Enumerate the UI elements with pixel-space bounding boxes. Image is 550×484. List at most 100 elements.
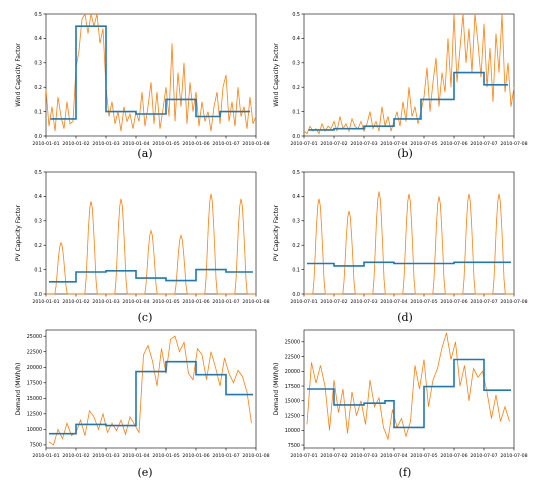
y-tick-label: 0.3: [292, 219, 300, 225]
x-tick-label: 2010-07-02: [320, 299, 347, 305]
panel-caption-f: (f): [398, 466, 412, 479]
y-tick-label: 0.4: [34, 36, 42, 42]
y-tick-label: 0.2: [292, 243, 300, 249]
pv-diurnal-series-line: [304, 191, 514, 295]
x-tick-label: 2010-07-04: [380, 299, 407, 305]
y-axis-label: Wind Capacity Factor: [273, 43, 280, 107]
x-tick-label: 2010-07-08: [500, 453, 527, 459]
daily-average-step-line: [49, 268, 253, 283]
x-tick-label: 2010-01-08: [242, 141, 269, 147]
y-tick-label: 10000: [27, 427, 42, 433]
x-tick-label: 2010-01-02: [62, 299, 89, 305]
chart-panel-5: 7500 10000 12500 15000 17500 20000 22500 25000 2…: [273, 329, 528, 459]
x-tick-label: 2010-01-04: [122, 141, 149, 147]
x-tick-label: 2010-01-03: [92, 453, 119, 459]
panel-caption-d: (d): [397, 311, 413, 324]
panel-caption-e: (e): [137, 466, 153, 479]
y-tick-label: 0.0: [292, 292, 300, 298]
x-tick-label: 2010-07-01: [290, 141, 317, 147]
x-tick-label: 2010-07-02: [320, 141, 347, 147]
x-tick-label: 2010-01-08: [242, 299, 269, 305]
hourly-series-line: [303, 13, 515, 135]
daily-average-step-line: [307, 261, 511, 267]
y-tick-label: 10000: [285, 428, 300, 434]
x-tick-label: 2010-01-05: [152, 141, 179, 147]
x-tick-label: 2010-07-01: [290, 299, 317, 305]
y-tick-label: 0.4: [34, 194, 42, 200]
y-tick-label: 0.0: [34, 292, 42, 298]
x-tick-label: 2010-01-07: [212, 453, 239, 459]
x-tick-label: 2010-01-04: [122, 299, 149, 305]
y-tick-label: 0.5: [34, 170, 42, 176]
x-tick-label: 2010-01-02: [62, 141, 89, 147]
daily-average-step-line: [50, 25, 250, 120]
daily-average-step-line: [308, 71, 508, 131]
y-tick-label: 0.0: [34, 134, 42, 140]
y-tick-label: 0.0: [292, 134, 300, 140]
y-tick-label: 20000: [27, 365, 42, 371]
x-tick-label: 2010-07-04: [380, 141, 407, 147]
x-tick-label: 2010-01-03: [92, 141, 119, 147]
y-tick-label: 12500: [285, 413, 300, 419]
x-tick-label: 2010-07-01: [290, 453, 317, 459]
y-tick-label: 0.5: [292, 12, 300, 18]
y-tick-label: 25000: [285, 340, 300, 346]
x-tick-label: 2010-01-01: [32, 141, 59, 147]
x-tick-label: 2010-07-02: [320, 453, 347, 459]
y-tick-label: 25000: [27, 334, 42, 340]
y-tick-label: 22500: [27, 350, 42, 356]
x-tick-label: 2010-07-08: [500, 299, 527, 305]
y-tick-label: 0.1: [34, 109, 42, 115]
plot-frame: [303, 171, 515, 295]
y-tick-label: 15000: [27, 396, 42, 402]
x-tick-label: 2010-07-06: [440, 299, 467, 305]
y-tick-label: 7500: [30, 443, 42, 449]
y-tick-label: 0.4: [292, 36, 300, 42]
y-axis-label: Wind Capacity Factor: [15, 43, 22, 107]
x-tick-label: 2010-01-06: [182, 453, 209, 459]
y-axis-label: Demand (MWh/h): [15, 363, 22, 416]
y-tick-label: 0.5: [292, 170, 300, 176]
plot-frame: [45, 171, 257, 295]
x-tick-label: 2010-07-05: [410, 299, 437, 305]
x-tick-label: 2010-07-06: [440, 453, 467, 459]
x-tick-label: 2010-01-08: [242, 453, 269, 459]
y-tick-label: 0.4: [292, 194, 300, 200]
x-tick-label: 2010-07-03: [350, 299, 377, 305]
hourly-series-line: [306, 332, 510, 441]
chart-panel-4: 7500 10000 12500 15000 17500 20000 22500 25000 2…: [15, 329, 270, 459]
y-tick-label: 0.5: [34, 12, 42, 18]
x-tick-label: 2010-07-03: [350, 141, 377, 147]
x-tick-label: 2010-07-04: [380, 453, 407, 459]
x-tick-label: 2010-01-05: [152, 453, 179, 459]
hourly-series-line: [48, 335, 252, 446]
x-tick-label: 2010-07-07: [470, 453, 497, 459]
x-tick-label: 2010-07-08: [500, 141, 527, 147]
plot-frame: [303, 13, 515, 137]
y-tick-label: 0.2: [34, 243, 42, 249]
x-tick-label: 2010-01-05: [152, 299, 179, 305]
panel-caption-a: (a): [137, 147, 153, 160]
x-tick-label: 2010-01-01: [32, 453, 59, 459]
x-tick-label: 2010-01-04: [122, 453, 149, 459]
y-tick-label: 0.3: [292, 61, 300, 67]
y-tick-label: 22500: [285, 354, 300, 360]
y-axis-label: PV Capacity Factor: [15, 204, 22, 261]
y-tick-label: 17500: [285, 384, 300, 390]
y-tick-label: 0.1: [34, 267, 42, 273]
x-tick-label: 2010-01-01: [32, 299, 59, 305]
y-tick-label: 0.1: [292, 267, 300, 273]
pv-diurnal-series-line: [46, 193, 256, 295]
y-tick-label: 0.1: [292, 109, 300, 115]
y-tick-label: 0.3: [34, 219, 42, 225]
x-tick-label: 2010-01-07: [212, 141, 239, 147]
x-tick-label: 2010-07-07: [470, 299, 497, 305]
panel-caption-c: (c): [137, 311, 153, 324]
y-tick-label: 12500: [27, 412, 42, 418]
x-tick-label: 2010-07-05: [410, 141, 437, 147]
y-tick-label: 15000: [285, 399, 300, 405]
